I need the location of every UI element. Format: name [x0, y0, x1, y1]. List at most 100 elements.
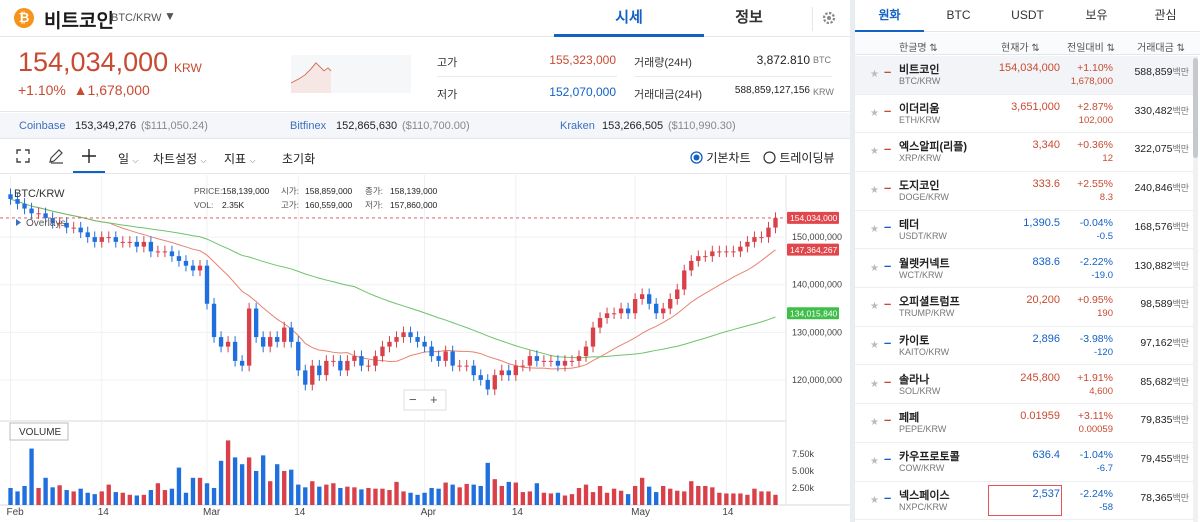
candle[interactable] [183, 260, 189, 266]
candle[interactable] [113, 237, 118, 242]
candle[interactable] [43, 213, 48, 219]
candle[interactable] [548, 360, 554, 362]
market-row[interactable]: ★ – 오피셜트럼프 TRUMP/KRW 20,200 +0.95% 190 98,589백만 [855, 288, 1193, 327]
favorite-star-icon[interactable]: ★ [870, 146, 879, 158]
col-name[interactable]: 한글명 ⇅ [899, 43, 938, 54]
candle[interactable] [471, 365, 476, 376]
candle[interactable] [232, 341, 238, 361]
candle[interactable] [106, 237, 111, 239]
favorite-star-icon[interactable]: ★ [870, 378, 879, 390]
candle[interactable] [71, 227, 76, 229]
favorite-star-icon[interactable]: ★ [870, 185, 879, 197]
candle[interactable] [696, 256, 701, 261]
chart-settings-button[interactable]: 차트설정 ⌵ [153, 152, 207, 166]
candle[interactable] [569, 360, 575, 362]
candle[interactable] [625, 308, 631, 314]
zoom-in-button[interactable]: + [430, 392, 438, 407]
candle[interactable] [36, 213, 41, 215]
candle[interactable] [646, 294, 652, 304]
favorite-star-icon[interactable]: ★ [870, 456, 879, 467]
candle[interactable] [499, 370, 504, 376]
coin-select-chevron-down-icon[interactable]: ▼ [164, 9, 176, 23]
candle[interactable] [29, 208, 34, 214]
candle[interactable] [639, 294, 645, 299]
candle[interactable] [127, 241, 132, 243]
market-row[interactable]: ★ – 이더리움 ETH/KRW 3,651,000 +2.87% 102,000 330,4… [855, 95, 1193, 134]
favorite-star-icon[interactable]: ★ [870, 223, 879, 235]
candle[interactable] [745, 241, 750, 247]
candle[interactable] [99, 237, 104, 242]
candle[interactable] [85, 232, 90, 238]
candle[interactable] [415, 337, 420, 342]
tab-info[interactable]: 정보 [735, 9, 763, 26]
basic-chart-radio[interactable]: 기본차트 [690, 149, 751, 166]
candle[interactable] [443, 351, 448, 361]
candle[interactable] [50, 218, 55, 223]
candle[interactable] [773, 218, 778, 228]
candle[interactable] [597, 318, 603, 328]
tab-usdt[interactable]: USDT [1011, 8, 1044, 22]
candle[interactable] [141, 241, 147, 247]
candle[interactable] [401, 332, 406, 338]
favorite-star-icon[interactable]: ★ [870, 301, 879, 313]
candle[interactable] [15, 199, 20, 204]
candle[interactable] [331, 360, 336, 362]
candle[interactable] [296, 341, 301, 371]
candle[interactable] [752, 237, 757, 242]
candle[interactable] [604, 313, 610, 319]
candle[interactable] [562, 360, 568, 366]
candle[interactable] [324, 360, 329, 376]
tab-quote[interactable]: 시세 [554, 0, 704, 37]
candle[interactable] [317, 365, 322, 376]
zoom-out-button[interactable]: − [409, 392, 417, 407]
tradingview-radio[interactable]: 트레이딩뷰 [763, 149, 835, 166]
candle[interactable] [675, 289, 680, 299]
overlays-label[interactable]: Overlays [26, 218, 65, 229]
candle[interactable] [253, 308, 259, 338]
candle[interactable] [92, 237, 97, 242]
favorite-star-icon[interactable]: ★ [870, 494, 879, 506]
market-row[interactable]: ★ – 넥스페이스 NXPC/KRW 2,537 -2.24% -58 78,365백만 [855, 482, 1193, 521]
candle[interactable] [422, 341, 427, 347]
favorite-star-icon[interactable]: ★ [870, 339, 879, 351]
favorite-star-icon[interactable]: ★ [870, 262, 879, 274]
candle[interactable] [352, 356, 357, 361]
favorite-star-icon[interactable]: ★ [870, 417, 879, 429]
candle[interactable] [246, 308, 252, 366]
market-row[interactable]: ★ – 엑스알피(리플) XRP/KRW 3,340 +0.36% 12 322,075백만 [855, 133, 1193, 172]
candle[interactable] [148, 241, 154, 252]
market-row[interactable]: ★ – 도지코인 DOGE/KRW 333.6 +2.55% 8.3 240,846백만 [855, 172, 1193, 211]
candle[interactable] [527, 356, 533, 366]
market-row[interactable]: ★ – 솔라나 SOL/KRW 245,800 +1.91% 4,600 85,682백만 [855, 366, 1193, 405]
market-row[interactable]: ★ – 테더 USDT/KRW 1,390.5 -0.04% -0.5 168,576백만 [855, 211, 1193, 250]
candle[interactable] [513, 365, 518, 376]
candle[interactable] [717, 251, 722, 253]
candle[interactable] [506, 370, 511, 376]
market-row[interactable]: ★ – 카이토 KAITO/KRW 2,896 -3.98% -120 97,162백만 [855, 327, 1193, 366]
candle[interactable] [218, 337, 224, 347]
candle[interactable] [78, 227, 83, 233]
candle[interactable] [380, 346, 385, 357]
candle[interactable] [359, 356, 364, 366]
candle[interactable] [632, 299, 638, 314]
candle[interactable] [436, 356, 441, 361]
candle[interactable] [731, 251, 736, 253]
candle[interactable] [457, 365, 462, 367]
fullscreen-icon[interactable] [16, 149, 30, 166]
draw-pencil-icon[interactable] [48, 148, 64, 167]
candle[interactable] [197, 265, 203, 271]
candlestick-chart[interactable]: 150,000,000 140,000,000 130,000,000 120,000… [0, 175, 850, 522]
settings-gear-icon[interactable] [812, 7, 842, 31]
candle[interactable] [408, 332, 413, 338]
overlays-toggle-icon[interactable] [16, 219, 21, 226]
candle[interactable] [682, 270, 687, 290]
candle[interactable] [162, 251, 168, 253]
col-price[interactable]: 현재가 ⇅ [1001, 43, 1040, 54]
candle[interactable] [387, 341, 392, 347]
candle[interactable] [689, 260, 694, 271]
candle[interactable] [190, 265, 196, 271]
crosshair-icon[interactable] [73, 140, 105, 173]
reset-button[interactable]: 초기화 [282, 152, 316, 166]
candle[interactable] [289, 327, 294, 342]
candle[interactable] [766, 227, 771, 238]
